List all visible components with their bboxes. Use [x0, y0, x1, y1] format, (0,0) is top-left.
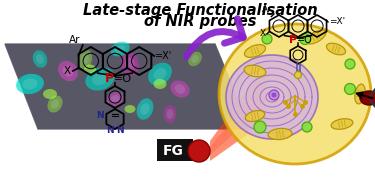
Ellipse shape — [153, 68, 166, 80]
Text: N: N — [106, 126, 114, 135]
Ellipse shape — [43, 89, 57, 99]
Text: P: P — [289, 35, 297, 45]
Ellipse shape — [115, 45, 125, 53]
Ellipse shape — [191, 55, 199, 63]
Circle shape — [300, 33, 310, 44]
Ellipse shape — [164, 105, 177, 123]
Text: N: N — [116, 126, 124, 135]
Ellipse shape — [63, 65, 74, 77]
Ellipse shape — [16, 74, 44, 94]
Ellipse shape — [153, 79, 166, 89]
Ellipse shape — [148, 63, 172, 85]
Text: N: N — [96, 112, 104, 121]
Circle shape — [272, 92, 276, 98]
Ellipse shape — [125, 57, 135, 70]
Ellipse shape — [48, 95, 63, 112]
Ellipse shape — [92, 73, 108, 85]
Ellipse shape — [58, 61, 78, 81]
Circle shape — [302, 122, 312, 132]
Text: Ar: Ar — [69, 35, 81, 45]
Polygon shape — [210, 66, 265, 161]
Ellipse shape — [110, 42, 130, 56]
Ellipse shape — [226, 55, 318, 139]
Circle shape — [294, 71, 302, 78]
Ellipse shape — [33, 50, 47, 68]
Text: =O: =O — [297, 35, 313, 45]
Ellipse shape — [188, 52, 202, 66]
Ellipse shape — [360, 91, 375, 105]
Circle shape — [345, 59, 355, 69]
Text: of NIR probes: of NIR probes — [144, 14, 256, 29]
Ellipse shape — [81, 53, 89, 64]
Text: =X': =X' — [155, 51, 172, 61]
Text: Ar: Ar — [262, 5, 272, 14]
Ellipse shape — [171, 81, 189, 98]
Ellipse shape — [51, 99, 59, 109]
Ellipse shape — [78, 49, 92, 69]
Ellipse shape — [22, 78, 38, 90]
Ellipse shape — [244, 45, 266, 57]
FancyArrowPatch shape — [186, 19, 243, 57]
Ellipse shape — [106, 91, 123, 107]
Ellipse shape — [331, 119, 353, 129]
Text: =X': =X' — [329, 18, 345, 26]
FancyBboxPatch shape — [157, 139, 193, 161]
Text: =O: =O — [114, 74, 132, 84]
Ellipse shape — [355, 84, 365, 104]
Ellipse shape — [219, 24, 371, 164]
Ellipse shape — [110, 95, 120, 103]
Text: X: X — [260, 29, 266, 39]
Ellipse shape — [140, 103, 150, 115]
Text: Late-stage Functionalisation: Late-stage Functionalisation — [82, 3, 317, 18]
Ellipse shape — [244, 65, 266, 77]
Text: P: P — [105, 73, 114, 85]
Ellipse shape — [124, 105, 135, 113]
Ellipse shape — [86, 67, 115, 91]
Ellipse shape — [121, 52, 139, 76]
Polygon shape — [5, 44, 250, 129]
Ellipse shape — [306, 30, 326, 44]
Ellipse shape — [166, 109, 174, 119]
Ellipse shape — [36, 54, 44, 64]
Text: X: X — [64, 66, 71, 76]
Ellipse shape — [136, 98, 153, 120]
Ellipse shape — [245, 111, 265, 122]
Polygon shape — [210, 82, 265, 155]
Circle shape — [345, 84, 355, 94]
Ellipse shape — [84, 64, 96, 74]
Circle shape — [262, 34, 272, 44]
Ellipse shape — [327, 43, 345, 55]
Text: FG: FG — [163, 144, 183, 158]
Circle shape — [269, 90, 279, 100]
Circle shape — [188, 140, 210, 162]
Circle shape — [254, 121, 266, 133]
Ellipse shape — [175, 84, 185, 94]
Ellipse shape — [268, 128, 292, 140]
